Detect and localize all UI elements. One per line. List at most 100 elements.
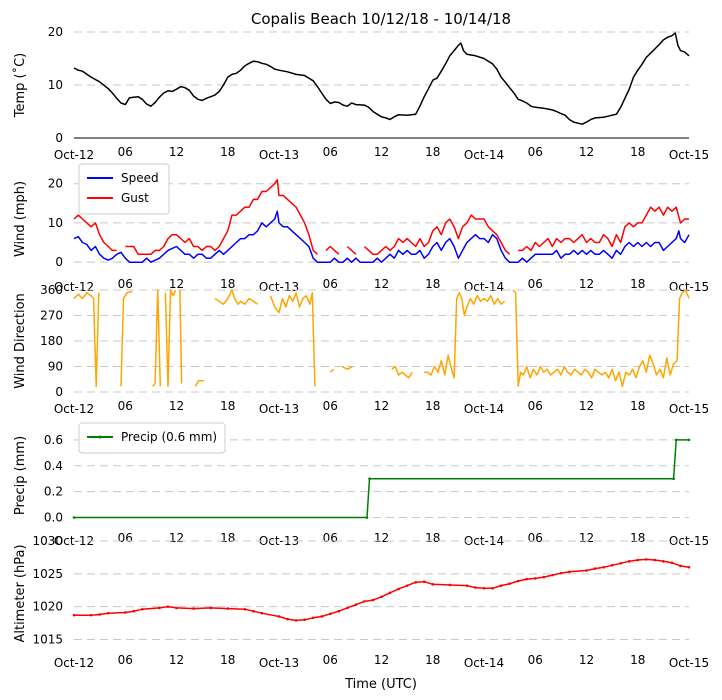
y-tick-label: 90 (48, 360, 63, 374)
x-tick-label: 12 (169, 145, 184, 159)
y-axis-label: Temp (˚C) (12, 53, 28, 119)
y-tick-label: 0 (55, 131, 63, 145)
x-tick-label: 18 (425, 145, 440, 159)
y-tick-label: 1015 (32, 632, 63, 646)
data-point (448, 583, 452, 587)
x-tick-label: Oct-14 (464, 656, 504, 670)
x-tick-label: 12 (374, 531, 389, 545)
y-tick-label: 1020 (32, 600, 63, 614)
y-tick-label: 0.6 (44, 433, 63, 447)
data-point (644, 558, 648, 561)
x-tick-label: 06 (528, 653, 543, 667)
x-tick-label: 06 (118, 531, 133, 545)
data-point (311, 616, 315, 620)
x-tick-label: 12 (374, 653, 389, 667)
x-tick-label: 18 (630, 531, 645, 545)
data-point (593, 567, 597, 570)
x-tick-label: Oct-12 (54, 148, 94, 162)
y-tick-label: 180 (40, 334, 63, 348)
x-tick-label: 12 (579, 277, 594, 291)
data-point (559, 571, 563, 575)
x-tick-label: 18 (425, 277, 440, 291)
data-point (132, 609, 136, 613)
y-tick-label: 360 (40, 283, 63, 297)
y-tick-label: 0 (55, 255, 63, 269)
x-tick-label: 12 (579, 653, 594, 667)
data-point (388, 591, 392, 595)
x-tick-label: Oct-15 (669, 656, 709, 670)
data-point (277, 615, 281, 618)
legend-entry: Gust (121, 191, 149, 205)
x-tick-label: 12 (169, 277, 184, 291)
series-line-direction (73, 289, 690, 388)
x-tick-label: 18 (220, 399, 235, 413)
panel-dir: 0 90 180 270 360 Wind Direction Oct-12 06 12 18 Oc… (13, 283, 709, 416)
data-point (568, 570, 571, 574)
y-tick-label: 0.2 (44, 485, 63, 499)
legend-entry: Speed (121, 171, 159, 185)
data-point (141, 607, 144, 611)
x-tick-label: 06 (323, 277, 338, 291)
x-tick-label: 18 (220, 145, 235, 159)
data-point (368, 477, 371, 481)
x-tick-label: 06 (528, 531, 543, 545)
series-line-temp (73, 32, 690, 125)
figure-title: Copalis Beach 10/12/18 - 10/14/18 (251, 10, 511, 28)
legend-marker (98, 435, 102, 439)
data-point (431, 583, 435, 586)
x-tick-label: 06 (323, 399, 338, 413)
data-point (610, 563, 614, 567)
x-tick-label: 18 (220, 531, 235, 545)
panel-alt: 1015 1020 1025 1030 Altimeter (hPa) Oct-12 06 1… (13, 534, 709, 670)
x-tick-label: 12 (579, 399, 594, 413)
data-point (405, 584, 409, 587)
x-tick-label: 12 (579, 145, 594, 159)
data-point (414, 581, 417, 584)
data-point (286, 617, 289, 621)
x-tick-label: 06 (528, 145, 543, 159)
x-tick-label: 12 (579, 531, 594, 545)
data-point (260, 611, 264, 615)
data-point (243, 607, 247, 611)
data-point (542, 575, 546, 579)
x-tick-label: 18 (630, 399, 645, 413)
series-line-gust (73, 179, 689, 256)
y-axis-label: Precip (mm) (13, 436, 28, 515)
data-point (209, 606, 212, 610)
legend-entry: Precip (0.6 mm) (121, 430, 217, 444)
y-tick-label: 1030 (32, 534, 63, 548)
x-tick-label: 18 (630, 145, 645, 159)
x-tick-label: Oct-13 (259, 656, 299, 670)
x-tick-label: Oct-13 (259, 280, 299, 294)
x-tick-label: 18 (630, 277, 645, 291)
y-tick-label: 20 (48, 25, 63, 39)
data-point (474, 586, 477, 589)
data-point (687, 438, 691, 442)
data-point (320, 615, 324, 618)
data-point (585, 569, 588, 572)
x-tick-label: 06 (528, 277, 543, 291)
x-tick-label: 06 (118, 399, 133, 413)
data-point (166, 605, 170, 608)
data-point (670, 561, 674, 564)
x-tick-label: 12 (374, 145, 389, 159)
x-tick-label: 06 (118, 277, 133, 291)
data-point (106, 611, 110, 615)
panels: 0 1020 Temp (˚C) Oct-12 06 12 18 Oct-13 06 12 18 Oc… (12, 25, 709, 670)
x-tick-label: 06 (323, 653, 338, 667)
data-point (662, 560, 665, 563)
data-point (158, 606, 161, 610)
data-point (123, 611, 127, 614)
data-point (303, 618, 306, 622)
x-tick-label: Oct-14 (464, 280, 504, 294)
x-tick-label: 12 (169, 653, 184, 667)
series-line-altimeter (74, 558, 690, 622)
legend-box (78, 163, 170, 215)
data-point (294, 619, 298, 622)
y-axis-label: Wind Direction (13, 293, 28, 389)
x-tick-label: Oct-15 (669, 402, 709, 416)
x-axis-label: Time (UTC) (344, 677, 417, 692)
data-point (619, 562, 622, 565)
data-point (89, 613, 93, 617)
